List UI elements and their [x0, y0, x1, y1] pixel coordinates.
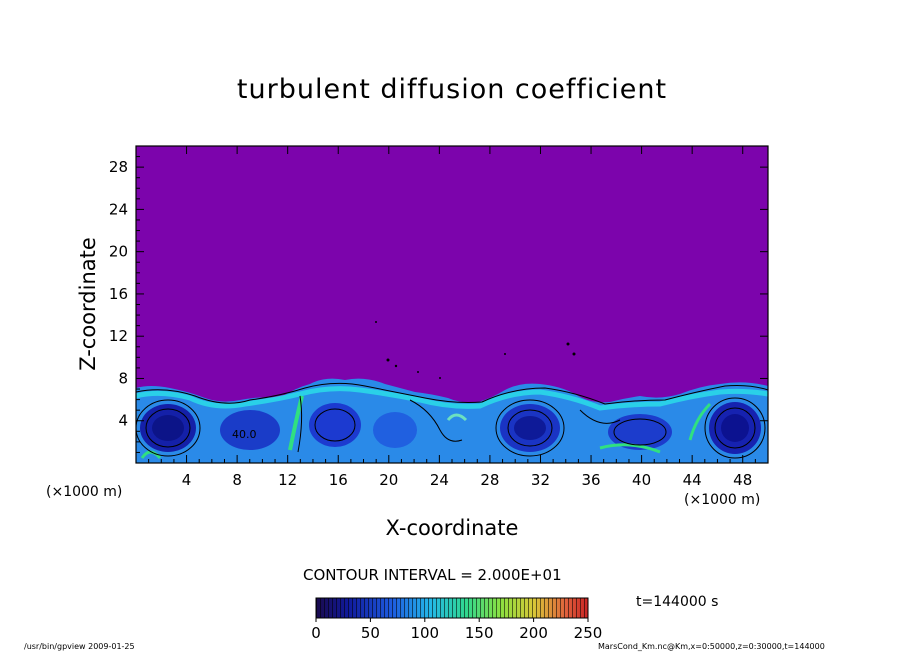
colorbar-tick-label: 0	[311, 624, 321, 642]
colorbar-stripes	[316, 598, 588, 618]
x-tick-label: 40	[632, 471, 651, 489]
x-axis-unit-label: (×1000 m)	[684, 492, 761, 508]
turbulent-layer	[136, 321, 768, 463]
turbulent-region	[136, 378, 768, 463]
vortex-core	[309, 403, 361, 447]
colorbar: 0 50 100 150 200 250	[311, 597, 602, 642]
y-tick-label: 8	[118, 369, 128, 387]
vortex-core	[514, 416, 546, 440]
colorbar-tick-label: 100	[410, 624, 439, 642]
cyan-band	[136, 386, 768, 411]
green-filament	[446, 413, 468, 422]
plot-area: 40.0	[135, 145, 769, 464]
contour-value-label: 40.0	[232, 428, 257, 441]
vortex-core	[152, 415, 184, 441]
vortex-core	[220, 410, 280, 450]
vortex-core	[373, 412, 417, 448]
y-axis-title: Z-coordinate	[76, 237, 100, 371]
footer-program-date: /usr/bin/gpview 2009-01-25	[24, 642, 135, 651]
y-tick-label: 24	[109, 200, 128, 218]
x-tick-label: 12	[278, 471, 297, 489]
colorbar-ticks: 0 50 100 150 200 250	[311, 618, 602, 642]
x-tick-label: 28	[480, 471, 499, 489]
x-axis-title-text: X-coordinate	[385, 516, 519, 540]
x-axis-title: X-coordinate	[0, 516, 904, 540]
y-tick-label: 20	[109, 243, 128, 261]
time-label: t=144000 s	[636, 594, 719, 610]
x-tick-label: 4	[182, 471, 192, 489]
x-tick-label: 48	[733, 471, 752, 489]
y-tick-label: 12	[109, 327, 128, 345]
contour-interval-label: CONTOUR INTERVAL = 2.000E+01	[303, 566, 562, 584]
colorbar-frame	[315, 597, 589, 619]
colorbar-tick-label: 200	[519, 624, 548, 642]
y-tick-label: 16	[109, 285, 128, 303]
x-tick-label: 32	[531, 471, 550, 489]
chart-title: turbulent diffusion coefficient	[236, 74, 668, 105]
contour-lines	[136, 382, 768, 459]
x-tick-label: 44	[683, 471, 702, 489]
x-tick-label: 20	[379, 471, 398, 489]
colorbar-tick-label: 150	[465, 624, 494, 642]
green-filament	[688, 402, 712, 441]
x-tick-label: 8	[232, 471, 242, 489]
colorbar-tick-label: 50	[361, 624, 380, 642]
y-tick-label: 28	[109, 158, 128, 176]
y-tick-label: 4	[118, 412, 128, 430]
x-tick-label: 24	[430, 471, 449, 489]
vortex-core	[608, 414, 672, 450]
y-axis-ticks: 4 8 12 16 20 24 28	[109, 156, 768, 453]
x-tick-label: 36	[581, 471, 600, 489]
x-tick-label: 16	[329, 471, 348, 489]
footer-data-source: MarsCond_Km.nc@Km,x=0:50000,z=0:30000,t=…	[598, 642, 825, 651]
green-filament	[599, 443, 661, 454]
z-axis-unit-label: (×1000 m)	[46, 484, 123, 500]
vortex-core	[721, 414, 749, 442]
x-axis-ticks: 4 8 12 16 20 24 28 32 36 40 44 48	[148, 146, 756, 489]
colorbar-tick-label: 250	[574, 624, 603, 642]
